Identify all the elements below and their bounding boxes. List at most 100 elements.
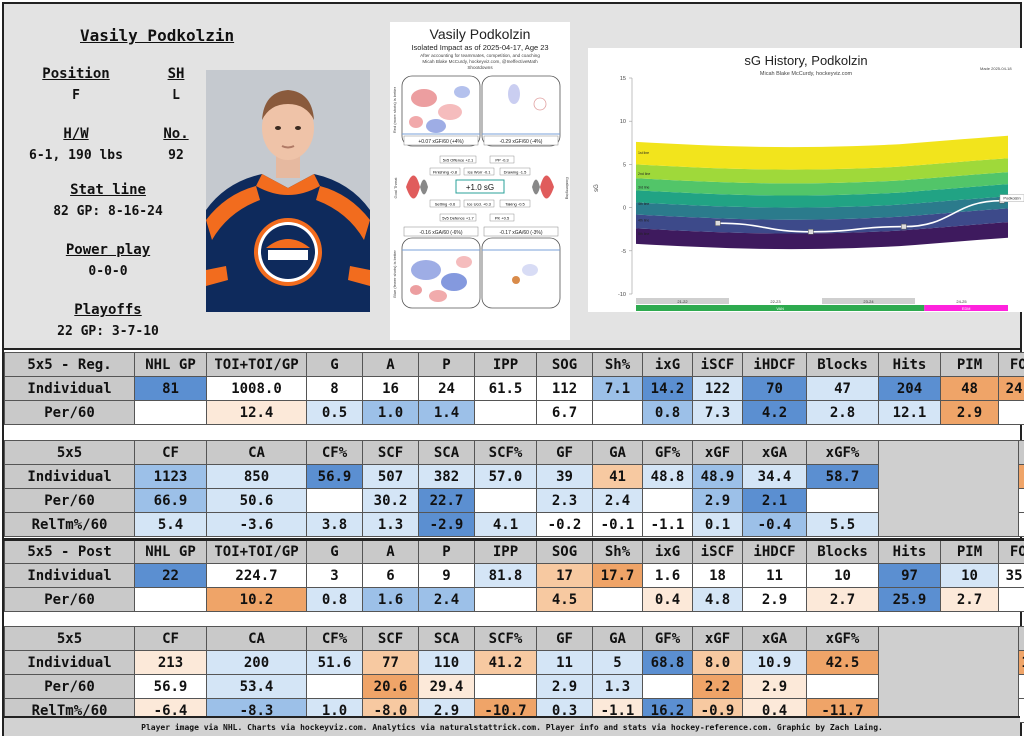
reg-onice-cell: 2.1 <box>742 488 807 513</box>
post-onice-cell: 42.5 <box>806 650 879 675</box>
history-point-label: Podkolzin <box>1003 196 1020 201</box>
reg-cell: SOG <box>536 352 593 377</box>
history-ytick: 10 <box>620 119 626 125</box>
number-block: No. 92 <box>154 126 198 163</box>
post-onice-pdo-cell: PDO <box>1018 626 1024 651</box>
playoffs-block: Playoffs 22 GP: 3-7-10 <box>24 302 192 339</box>
credits-footer: Player image via NHL. Charts via hockeyv… <box>4 716 1020 736</box>
reg-onice-row-label: RelTm%/60 <box>4 512 135 537</box>
height-weight-label: H/W <box>63 126 89 142</box>
post-cell: IPP <box>474 539 537 564</box>
post-onice-cell: 2.9 <box>536 674 593 699</box>
reg-onice-pdo-cell: PDO <box>1018 440 1024 465</box>
reg-cell: 204 <box>878 376 941 401</box>
reg-cell <box>474 400 537 425</box>
impact-defence-right: -0.17 xGA/60 (-3%) <box>499 230 542 236</box>
history-ytick: -5 <box>621 249 626 255</box>
history-title: sG History, Podkolzin <box>744 53 867 68</box>
post-onice-cell: 213 <box>134 650 207 675</box>
reg-onice-cell: 507 <box>362 464 419 489</box>
post-onice-cell: xGF <box>692 626 743 651</box>
reg-onice-cell: 56.9 <box>306 464 363 489</box>
post-row-label: 5x5 - Post <box>4 539 135 564</box>
post-onice-row-individual: Individual 213 200 51.6 77 110 41.2 11 5 68.8 8.0 1… <box>4 650 1024 675</box>
impact-note-2: Micah Blake McCurdy, hockeyviz.com, @Ine… <box>422 59 538 64</box>
reg-onice-pdo-cell <box>1018 512 1024 537</box>
post-onice-cell: 1.3 <box>592 674 643 699</box>
reg-onice-cell: 50.6 <box>206 488 307 513</box>
post-cell: iHDCF <box>742 539 807 564</box>
history-season-label: 23-24 <box>863 299 874 304</box>
post-cell: 10 <box>806 563 879 588</box>
post-onice-cell: 68.8 <box>642 650 693 675</box>
post-onice-cell: 53.4 <box>206 674 307 699</box>
reg-onice-cell: xGA <box>742 440 807 465</box>
reg-row-label: 5x5 - Reg. <box>4 352 135 377</box>
reg-cell: PIM <box>940 352 999 377</box>
reg-cell: P <box>418 352 475 377</box>
history-band <box>636 208 1008 234</box>
reg-row-label: Individual <box>4 376 135 401</box>
isolated-impact-chart: Vasily Podkolzin Isolated Impact as of 2… <box>390 22 570 340</box>
reg-onice-cell: SCF% <box>474 440 537 465</box>
history-band-label: 5th line <box>638 232 649 236</box>
post-onice-cell: 2.9 <box>742 674 807 699</box>
post-onice-cell: CF <box>134 626 207 651</box>
reg-cell: 112 <box>536 376 593 401</box>
post-cell: NHL GP <box>134 539 207 564</box>
post-cell: 2.9 <box>742 587 807 612</box>
reg-onice-cell: 58.7 <box>806 464 879 489</box>
reg-onice-cell <box>642 488 693 513</box>
post-onice-row-label: Individual <box>4 650 135 675</box>
history-team-edm <box>924 305 1008 311</box>
post-onice-cell: 5 <box>592 650 643 675</box>
reg-cell: 2.9 <box>940 400 999 425</box>
reg-onice-pdo-cell: 96.7 <box>1018 464 1024 489</box>
reg-cell: Sh% <box>592 352 643 377</box>
post-cell: ixG <box>642 539 693 564</box>
power-play-value: 0-0-0 <box>88 264 128 279</box>
impact-box-2: Finishing -0.8 <box>433 170 458 175</box>
post-onice-cell: 29.4 <box>418 674 475 699</box>
impact-side-label-top: Red (more shots) is better <box>392 86 397 133</box>
impact-box-1: PP -0.3 <box>495 158 509 163</box>
impact-offence-left: +0.07 xGF/60 (+4%) <box>418 139 464 145</box>
reg-cell <box>592 400 643 425</box>
reg-onice-row-individual: Individual 1123 850 56.9 507 382 57.0 39 41 48.8 4… <box>4 464 1024 489</box>
impact-center-value: +1.0 sG <box>466 183 494 192</box>
playoffs-label: Playoffs <box>74 302 142 318</box>
reg-onice-cell: 66.9 <box>134 488 207 513</box>
post-onice-cell: SCF% <box>474 626 537 651</box>
history-band-label: 3rd line <box>638 186 650 190</box>
reg-onice-cell: 34.4 <box>742 464 807 489</box>
impact-box-9: PK +0.5 <box>495 216 510 221</box>
post-onice-cell: 41.2 <box>474 650 537 675</box>
history-band <box>636 184 1008 208</box>
reg-onice-cell: 48.9 <box>692 464 743 489</box>
post-cell: 10 <box>940 563 999 588</box>
reg-onice-cell: 1.3 <box>362 512 419 537</box>
reg-onice-row-label: Per/60 <box>4 488 135 513</box>
post-onice-cell: SCF <box>362 626 419 651</box>
post-cell: 0.8 <box>306 587 363 612</box>
post-cell: SOG <box>536 539 593 564</box>
post-cell: G <box>306 539 363 564</box>
statline-label: Stat line <box>70 182 146 198</box>
reg-cell: 1.0 <box>362 400 419 425</box>
reg-cell: 12.1 <box>878 400 941 425</box>
history-season-strip <box>636 298 729 304</box>
history-season-strip <box>729 298 822 304</box>
history-band-label: 2nd line <box>638 172 650 176</box>
reg-onice-cell: -2.9 <box>418 512 475 537</box>
post-row-label: Individual <box>4 563 135 588</box>
post-cell: 10.2 <box>206 587 307 612</box>
reg-cell: ixG <box>642 352 693 377</box>
post-onice-cell: GF <box>536 626 593 651</box>
post-onice-cell <box>306 674 363 699</box>
post-onice-cell: xGA <box>742 626 807 651</box>
reg-cell: 81 <box>134 376 207 401</box>
reg-cell: 6.7 <box>536 400 593 425</box>
player-photo <box>206 70 370 312</box>
postseason-individual-table: 5x5 - Post NHL GP TOI+TOI/GP G A P IPP SOG Sh% ix… <box>4 538 1024 612</box>
